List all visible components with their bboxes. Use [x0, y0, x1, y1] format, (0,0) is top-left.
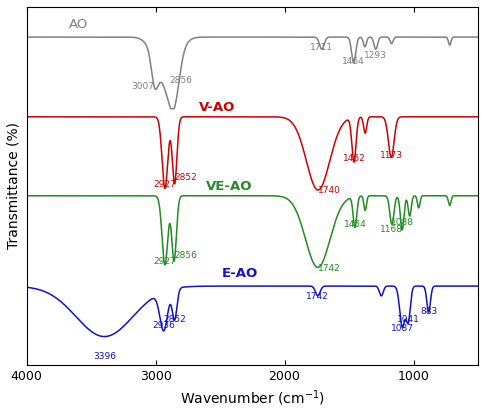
X-axis label: Wavenumber (cm$^{-1}$): Wavenumber (cm$^{-1}$)	[180, 388, 324, 408]
Text: 1742: 1742	[317, 264, 340, 273]
Text: 1454: 1454	[343, 220, 365, 229]
Text: V-AO: V-AO	[199, 101, 235, 115]
Text: 1173: 1173	[379, 151, 402, 159]
Y-axis label: Transmittance (%): Transmittance (%)	[7, 122, 21, 249]
Text: 2927: 2927	[153, 257, 176, 266]
Text: 1740: 1740	[318, 186, 340, 195]
Text: 1711: 1711	[310, 43, 333, 52]
Text: 2852: 2852	[163, 315, 185, 324]
Text: 1464: 1464	[342, 57, 364, 66]
Text: 2856: 2856	[174, 251, 197, 260]
Text: 883: 883	[419, 307, 437, 316]
Text: 2927: 2927	[153, 180, 176, 189]
Text: 1088: 1088	[390, 218, 413, 227]
Text: 3396: 3396	[93, 352, 116, 361]
Text: 3007: 3007	[131, 82, 154, 91]
Text: 1087: 1087	[390, 324, 413, 333]
Text: 1462: 1462	[342, 154, 364, 163]
Text: 2936: 2936	[152, 321, 175, 330]
Text: 1168: 1168	[379, 225, 403, 234]
Text: 2856: 2856	[169, 76, 192, 85]
Text: 2852: 2852	[174, 173, 197, 182]
Text: E-AO: E-AO	[221, 266, 257, 280]
Text: 1293: 1293	[363, 51, 386, 60]
Text: 1041: 1041	[396, 315, 419, 324]
Text: AO: AO	[68, 17, 88, 31]
Text: 1742: 1742	[306, 292, 329, 301]
Text: VE-AO: VE-AO	[205, 180, 252, 193]
